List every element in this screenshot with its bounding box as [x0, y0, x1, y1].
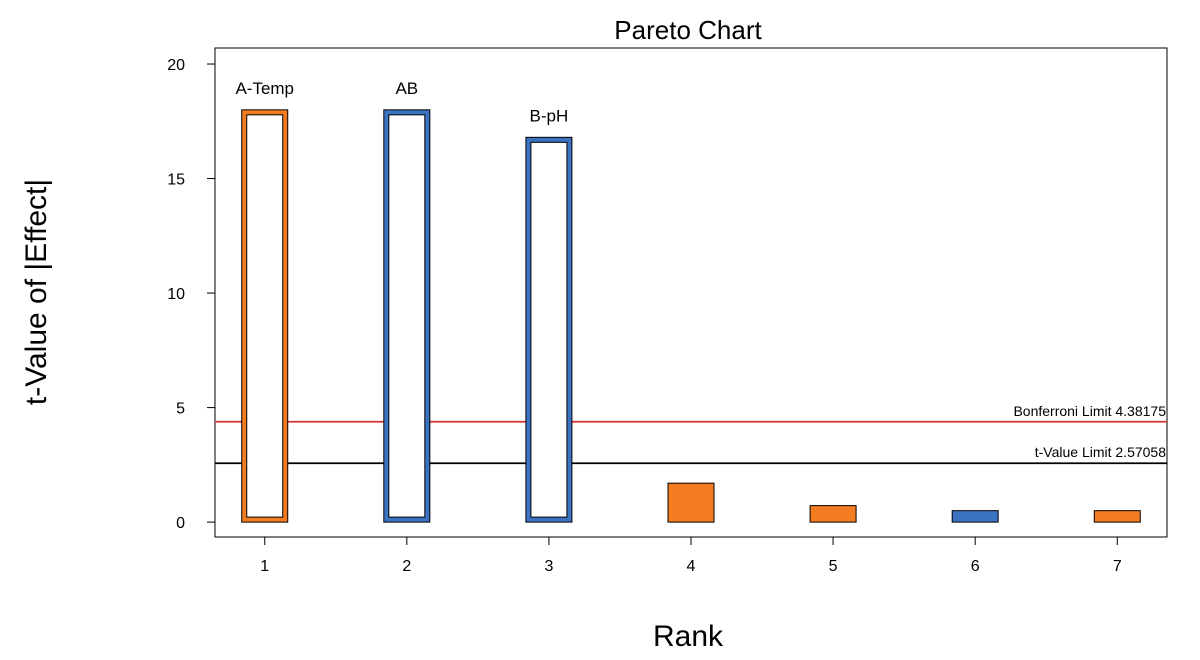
- y-axis: 0 5 10 15 20: [167, 57, 215, 532]
- x-axis-title: Rank: [653, 620, 724, 653]
- bar: [951, 510, 999, 523]
- y-tick-label: 10: [167, 286, 185, 303]
- bar-hollow-center: [388, 114, 426, 518]
- bar: [667, 482, 715, 523]
- bar-label: AB: [395, 79, 418, 98]
- bars: A-Temp AB B-pH: [235, 79, 1141, 523]
- y-tick-label: 0: [176, 515, 185, 532]
- bar-hollow-center: [530, 141, 568, 518]
- bar-hollow-center: [246, 114, 284, 518]
- bar: [809, 505, 857, 523]
- x-tick-label: 3: [544, 558, 553, 575]
- x-axis: 1 2 3 4 5 6 7: [260, 537, 1122, 575]
- x-tick-label: 7: [1113, 558, 1122, 575]
- bar-label: B-pH: [530, 106, 569, 125]
- x-tick-label: 4: [687, 558, 696, 575]
- y-axis-title: t-Value of |Effect|: [20, 179, 53, 405]
- reference-line-label: t-Value Limit 2.57058: [1035, 444, 1166, 460]
- y-tick-label: 5: [176, 401, 185, 418]
- x-tick-label: 5: [829, 558, 838, 575]
- x-tick-label: 1: [260, 558, 269, 575]
- bar-label: A-Temp: [235, 79, 294, 98]
- reference-line-label: Bonferroni Limit 4.38175: [1013, 403, 1166, 419]
- x-tick-label: 6: [971, 558, 980, 575]
- y-tick-label: 20: [167, 57, 185, 74]
- y-tick-label: 15: [167, 172, 185, 189]
- reference-lines: Bonferroni Limit 4.38175 t-Value Limit 2.…: [215, 403, 1167, 465]
- chart-title: Pareto Chart: [614, 15, 762, 45]
- bar: [1093, 510, 1141, 523]
- x-tick-label: 2: [402, 558, 411, 575]
